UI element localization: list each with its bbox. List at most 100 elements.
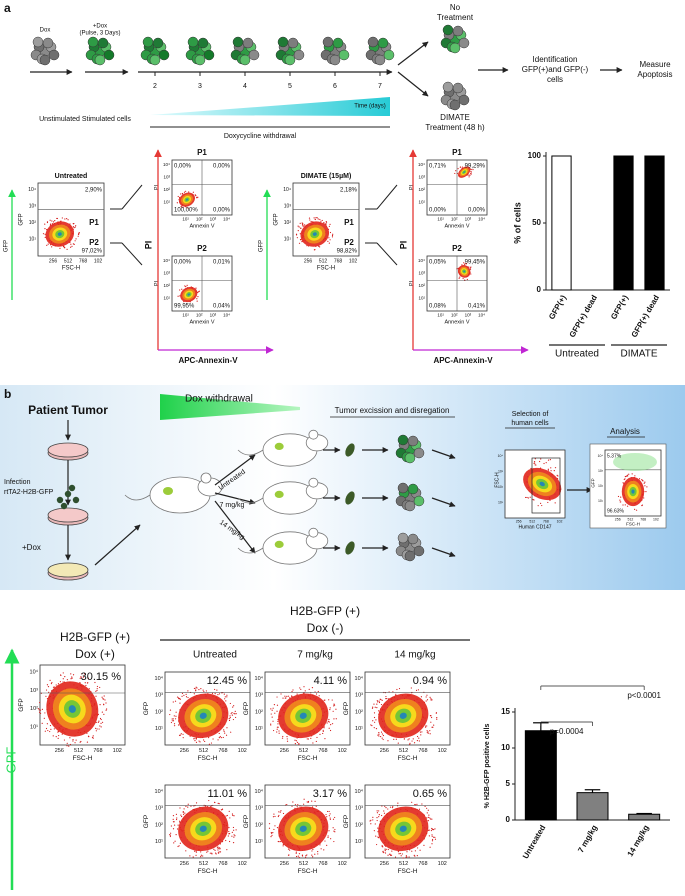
- event-dot: [72, 738, 74, 741]
- event-dot: [318, 695, 320, 697]
- flow-y-tick: 10³: [163, 271, 170, 276]
- event-dot: [63, 246, 66, 248]
- event-dot: [197, 296, 199, 298]
- event-dot: [187, 696, 189, 699]
- event-dot: [211, 853, 213, 855]
- event-dot: [433, 724, 435, 726]
- flow-x-tick: 768: [218, 748, 227, 754]
- flow-y-tick: 10⁴: [255, 788, 264, 795]
- event-dot: [408, 738, 410, 740]
- event-dot: [200, 856, 202, 858]
- mouse-ear: [308, 477, 319, 488]
- event-dot: [181, 192, 184, 195]
- event-dot: [461, 264, 463, 266]
- selection-axis: Human CD147: [518, 524, 551, 530]
- event-dot: [322, 732, 324, 735]
- event-dot: [295, 740, 297, 742]
- event-dot: [172, 815, 175, 817]
- flow-y-tick: 10¹: [155, 839, 163, 845]
- event-dot: [326, 816, 328, 818]
- event-dot: [273, 703, 276, 706]
- event-dot: [44, 223, 46, 225]
- event-dot: [378, 814, 380, 816]
- event-dot: [276, 728, 278, 730]
- density: [185, 198, 189, 201]
- stimulation-label: Unstimulated Stimulated cells: [39, 116, 131, 123]
- event-dot: [56, 217, 58, 220]
- density: [199, 825, 207, 832]
- event-dot: [326, 722, 328, 724]
- infection-label: rtTA2-H2B-GFP: [4, 489, 54, 496]
- timeline-label: (Pulse, 3 Days): [79, 31, 120, 37]
- event-dot: [300, 227, 302, 229]
- event-dot: [328, 237, 330, 239]
- excised-tumor: [345, 491, 355, 505]
- event-dot: [43, 717, 45, 719]
- flow-x-tick: 10³: [210, 217, 217, 222]
- event-dot: [233, 836, 235, 838]
- event-dot: [385, 698, 387, 700]
- event-dot: [459, 276, 461, 278]
- timeline-label: Dox: [40, 28, 51, 34]
- event-dot: [423, 844, 425, 846]
- event-dot: [622, 482, 624, 484]
- event-dot: [72, 243, 74, 245]
- flow-y-tick: 10³: [418, 175, 425, 180]
- event-dot: [38, 709, 40, 711]
- event-dot: [429, 696, 431, 699]
- event-dot: [454, 172, 456, 175]
- event-dot: [197, 196, 199, 198]
- flow-x-tick: 102: [338, 861, 347, 867]
- flow-y-label: GFP: [143, 815, 150, 828]
- event-dot: [377, 734, 379, 736]
- event-dot: [230, 731, 232, 733]
- event-dot: [302, 223, 304, 225]
- event-dot: [327, 836, 329, 839]
- x-tick-label: 14 mg/kg: [626, 823, 651, 858]
- flow-y-tick: 10⁴: [30, 669, 39, 676]
- event-dot: [378, 733, 380, 735]
- event-dot: [413, 742, 416, 744]
- flow-y-tick: 10²: [418, 187, 425, 192]
- event-dot: [397, 742, 399, 744]
- event-dot: [225, 734, 228, 736]
- event-dot: [51, 681, 53, 684]
- event-dot: [409, 743, 411, 745]
- event-dot: [371, 707, 374, 709]
- flow-y-tick: 10¹: [163, 200, 170, 205]
- flow-y-tick: 10³: [155, 806, 163, 812]
- significance-label: p=0.0004: [550, 727, 584, 736]
- event-dot: [181, 692, 184, 695]
- event-dot: [66, 248, 68, 250]
- event-dot: [296, 237, 298, 239]
- event-dot: [207, 850, 209, 852]
- event-dot: [376, 810, 378, 812]
- flow-x-tick: 768: [318, 748, 327, 754]
- event-dot: [377, 827, 379, 829]
- event-dot: [195, 690, 197, 692]
- event-dot: [374, 721, 376, 723]
- event-dot: [645, 491, 647, 493]
- event-dot: [543, 462, 545, 465]
- event-dot: [472, 168, 474, 171]
- event-dot: [284, 697, 286, 699]
- flow-x-tick: 768: [218, 861, 227, 867]
- event-dot: [298, 856, 300, 859]
- event-dot: [405, 855, 407, 857]
- event-dot: [185, 285, 187, 288]
- event-dot: [231, 835, 233, 837]
- event-dot: [425, 696, 427, 698]
- event-dot: [57, 731, 59, 733]
- cell: [458, 94, 470, 106]
- event-dot: [74, 226, 76, 228]
- event-dot: [273, 828, 275, 831]
- event-dot: [302, 225, 304, 227]
- gfp-percent: 30.15 %: [81, 671, 122, 683]
- event-dot: [44, 712, 46, 714]
- event-dot: [327, 835, 329, 837]
- analysis-percent: 5.37%: [607, 453, 622, 459]
- event-dot: [184, 190, 187, 192]
- mouse-ear: [308, 527, 319, 538]
- cell: [149, 54, 161, 66]
